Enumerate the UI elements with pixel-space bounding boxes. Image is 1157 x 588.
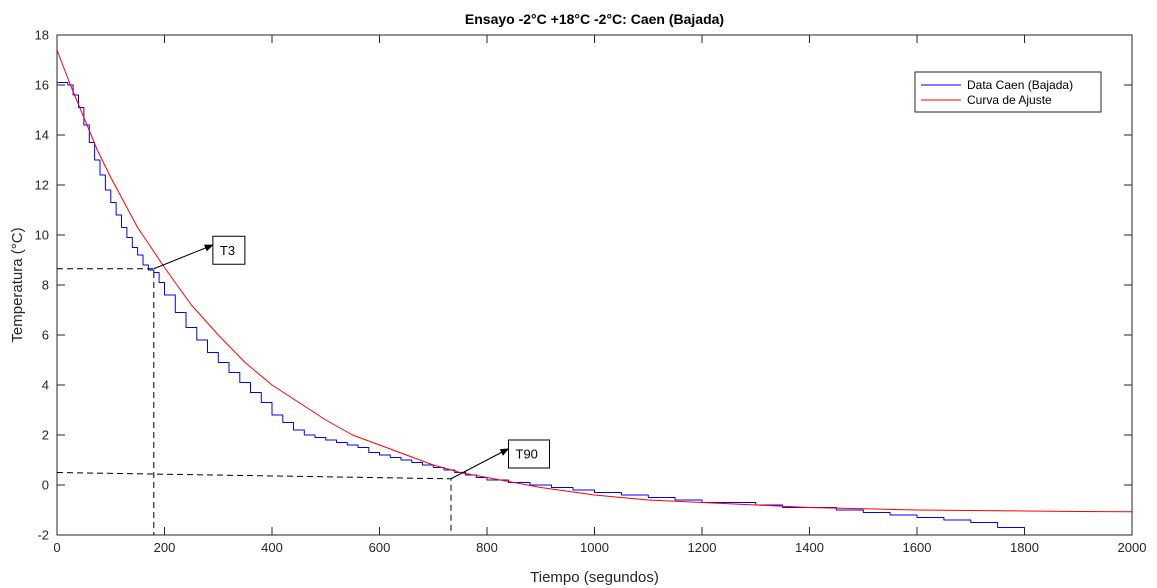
series-line-1 (57, 82, 1025, 530)
annotation-label-t90: T90 (516, 447, 538, 462)
annotation-box-t3 (212, 235, 246, 265)
annotation-label-t3: T3 (220, 243, 235, 258)
y-tick-label: 18 (35, 28, 49, 43)
y-tick-label: 6 (42, 328, 49, 343)
plot-area (57, 35, 1132, 535)
x-tick-label: 200 (154, 540, 176, 555)
annotation-arrow-t3 (153, 244, 214, 270)
annotation-arrow-t90 (450, 448, 510, 480)
y-tick-label: 0 (42, 478, 49, 493)
guide-lines (56, 268, 452, 535)
y-tick-label: 4 (42, 378, 49, 393)
y-tick-label: 2 (42, 428, 49, 443)
y-tick-label: 16 (35, 78, 49, 93)
series-lines (56, 49, 1133, 530)
x-tick-label: 400 (261, 540, 283, 555)
y-tick-label: 14 (35, 128, 49, 143)
x-tick-label: 600 (369, 540, 391, 555)
y-tick-label: 10 (35, 228, 49, 243)
x-tick-label: 2000 (1118, 540, 1147, 555)
x-axis-label: Tiempo (segundos) (530, 569, 659, 586)
guide-line (56, 472, 452, 535)
legend-label: Data Caen (Bajada) (967, 78, 1073, 92)
x-tick-label: 1600 (903, 540, 932, 555)
y-axis: -2 0 2 4 6 8 10 12 14 16 18 (35, 28, 1132, 543)
x-tick-label: 0 (53, 540, 60, 555)
guide-line (57, 268, 155, 535)
y-tick-label: 12 (35, 178, 49, 193)
legend-box (914, 71, 1102, 113)
y-axis-label: Temperatura (°C) (9, 227, 26, 342)
legend: Data Caen (Bajada)Curva de Ajuste (914, 71, 1102, 113)
annotations: T3 T90 (153, 235, 550, 480)
x-tick-label: 800 (476, 540, 498, 555)
x-tick-label: 1000 (580, 540, 609, 555)
legend-label: Curva de Ajuste (967, 93, 1052, 107)
chart-title: Ensayo -2°C +18°C -2°C: Caen (Bajada) (465, 11, 724, 27)
y-tick-label: 8 (42, 278, 49, 293)
x-tick-label: 1200 (688, 540, 717, 555)
y-tick-label: -2 (37, 528, 49, 543)
series-line-2 (56, 49, 1133, 513)
x-tick-label: 1800 (1010, 540, 1039, 555)
annotation-box-t90 (508, 439, 550, 469)
x-tick-label: 1400 (795, 540, 824, 555)
x-axis: 0 200 400 600 800 1000 1200 1400 1600 1800 2000 (53, 35, 1146, 555)
